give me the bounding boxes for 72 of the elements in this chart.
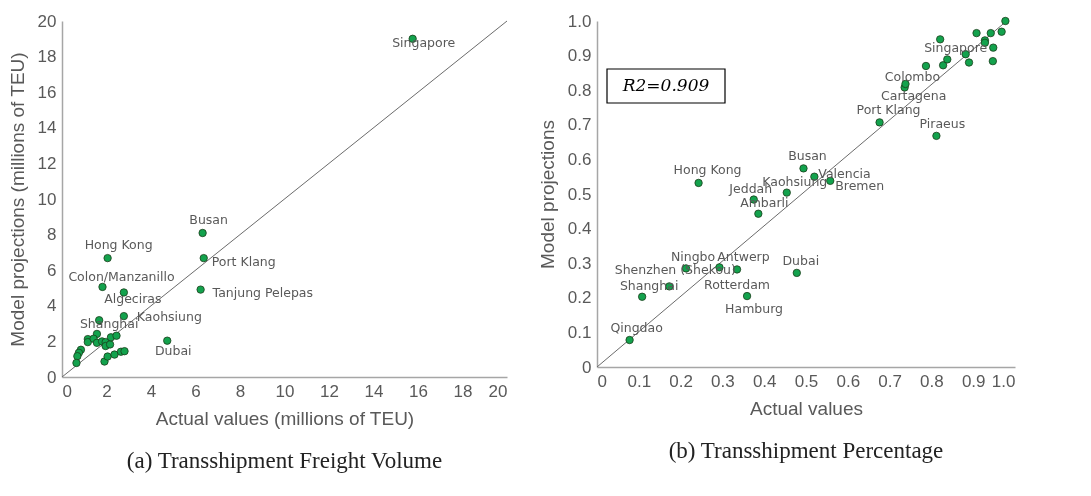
x-tick-label: 20 bbox=[488, 381, 508, 401]
annotation: Hong Kong bbox=[84, 237, 153, 253]
x-tick-label: 1.0 bbox=[991, 371, 1016, 391]
annotation: Rotterdam bbox=[704, 277, 771, 293]
x-tick-label: 0.8 bbox=[920, 371, 944, 391]
annotation: Singapore bbox=[924, 40, 988, 56]
x-tick-label: 10 bbox=[275, 381, 295, 401]
annotation: Colombo bbox=[884, 68, 941, 84]
annotation: Dubai bbox=[154, 342, 192, 358]
y-tick-label: 10 bbox=[37, 189, 57, 209]
y-tick-label: 16 bbox=[37, 82, 57, 102]
y-tick-label: 18 bbox=[37, 47, 57, 67]
x-tick-label: 6 bbox=[191, 381, 201, 401]
y-tick-label: 0.7 bbox=[567, 115, 592, 135]
x-tick-label: 12 bbox=[320, 381, 339, 401]
y-tick-label: 20 bbox=[37, 11, 57, 31]
y-tick-label: 12 bbox=[37, 153, 57, 173]
annotation: Port Klang bbox=[856, 102, 921, 118]
x-tick-label: 0.6 bbox=[836, 371, 861, 391]
y-tick-label: 0.5 bbox=[567, 184, 592, 204]
annotation: Ambarli bbox=[740, 194, 789, 210]
annotation: Tanjung Pelepas bbox=[211, 284, 314, 300]
x-tick-label: 0.7 bbox=[878, 371, 902, 391]
y-tick-label: 1.0 bbox=[567, 11, 592, 31]
x-tick-label: 16 bbox=[409, 381, 428, 401]
y-tick-label: 0 bbox=[582, 357, 592, 377]
annotation: Hamburg bbox=[725, 301, 784, 317]
x-axis-title: Actual values bbox=[749, 397, 864, 419]
x-tick-label: 0 bbox=[597, 371, 607, 391]
y-tick-label: 0.4 bbox=[567, 219, 592, 239]
x-tick-label: 2 bbox=[102, 381, 112, 401]
x-tick-label: 18 bbox=[453, 381, 473, 401]
annotation: R2=0.909 bbox=[621, 75, 710, 95]
y-tick-label: 8 bbox=[47, 225, 57, 245]
y-tick-label: 0.9 bbox=[567, 46, 592, 66]
y-tick-label: 0.3 bbox=[567, 253, 592, 273]
x-tick-label: 0.1 bbox=[627, 371, 652, 391]
x-tick-label: 8 bbox=[235, 381, 246, 401]
x-tick-label: 14 bbox=[364, 381, 384, 401]
y-tick-label: 2 bbox=[47, 331, 57, 351]
annotation: Busan bbox=[788, 148, 827, 164]
x-tick-label: 0.9 bbox=[961, 371, 986, 391]
y-axis-title: Model projections (millions of TEU) bbox=[6, 52, 28, 347]
annotation: Bremen bbox=[835, 177, 885, 193]
annotation: Singapore bbox=[392, 34, 456, 50]
annotation: Antwerp bbox=[717, 249, 770, 265]
y-tick-label: 6 bbox=[47, 260, 57, 280]
y-tick-label: 0.6 bbox=[567, 149, 592, 169]
y-tick-label: 0.1 bbox=[567, 322, 592, 342]
y-axis-title: Model projections bbox=[536, 120, 558, 269]
x-tick-label: 0.2 bbox=[669, 371, 693, 391]
text: (a) Transshipment Freight Volume bbox=[126, 448, 443, 473]
text: (b) Transshipment Percentage bbox=[668, 438, 944, 463]
annotation: Port Klang bbox=[211, 254, 276, 270]
x-axis-title: Actual values (millions of TEU) bbox=[155, 407, 415, 429]
y-tick-label: 0.8 bbox=[567, 80, 592, 100]
annotation: Colon/Manzanillo bbox=[68, 268, 175, 284]
annotation: Hong Kong bbox=[673, 161, 742, 177]
annotation: Dubai bbox=[782, 252, 820, 268]
x-tick-label: 0.3 bbox=[711, 371, 735, 391]
y-tick-label: 14 bbox=[37, 118, 57, 138]
y-tick-label: 0.2 bbox=[567, 288, 592, 308]
annotation: Ningbo bbox=[670, 249, 716, 265]
x-tick-label: 0.5 bbox=[794, 371, 819, 391]
annotation: Algeciras bbox=[104, 291, 162, 307]
annotation: Busan bbox=[189, 212, 228, 227]
annotation: Qingdao bbox=[610, 320, 663, 336]
x-tick-label: 4 bbox=[146, 381, 157, 401]
annotation: Piraeus bbox=[919, 115, 966, 131]
y-tick-label: 4 bbox=[47, 296, 57, 316]
x-tick-label: 0 bbox=[62, 381, 72, 401]
x-tick-label: 0.4 bbox=[752, 371, 777, 391]
